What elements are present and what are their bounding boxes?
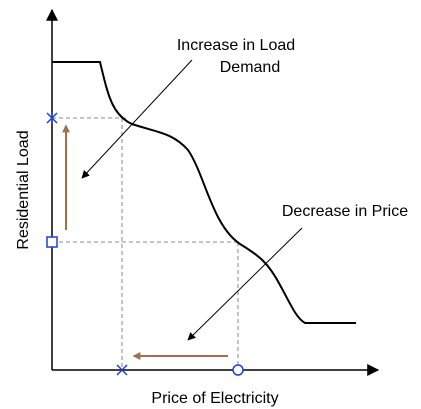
annotation-arrow (187, 227, 303, 341)
guides (52, 117, 239, 370)
annotation: Increase in Load (177, 37, 295, 54)
annotation: Demand (220, 59, 280, 76)
load-curve (52, 61, 356, 324)
annotation-arrow (81, 59, 193, 179)
y-axis-label: Residential Load (15, 130, 32, 249)
x-axis-label: Price of Electricity (151, 390, 278, 407)
annotation: Decrease in Price (282, 203, 408, 220)
markers (46, 112, 244, 376)
